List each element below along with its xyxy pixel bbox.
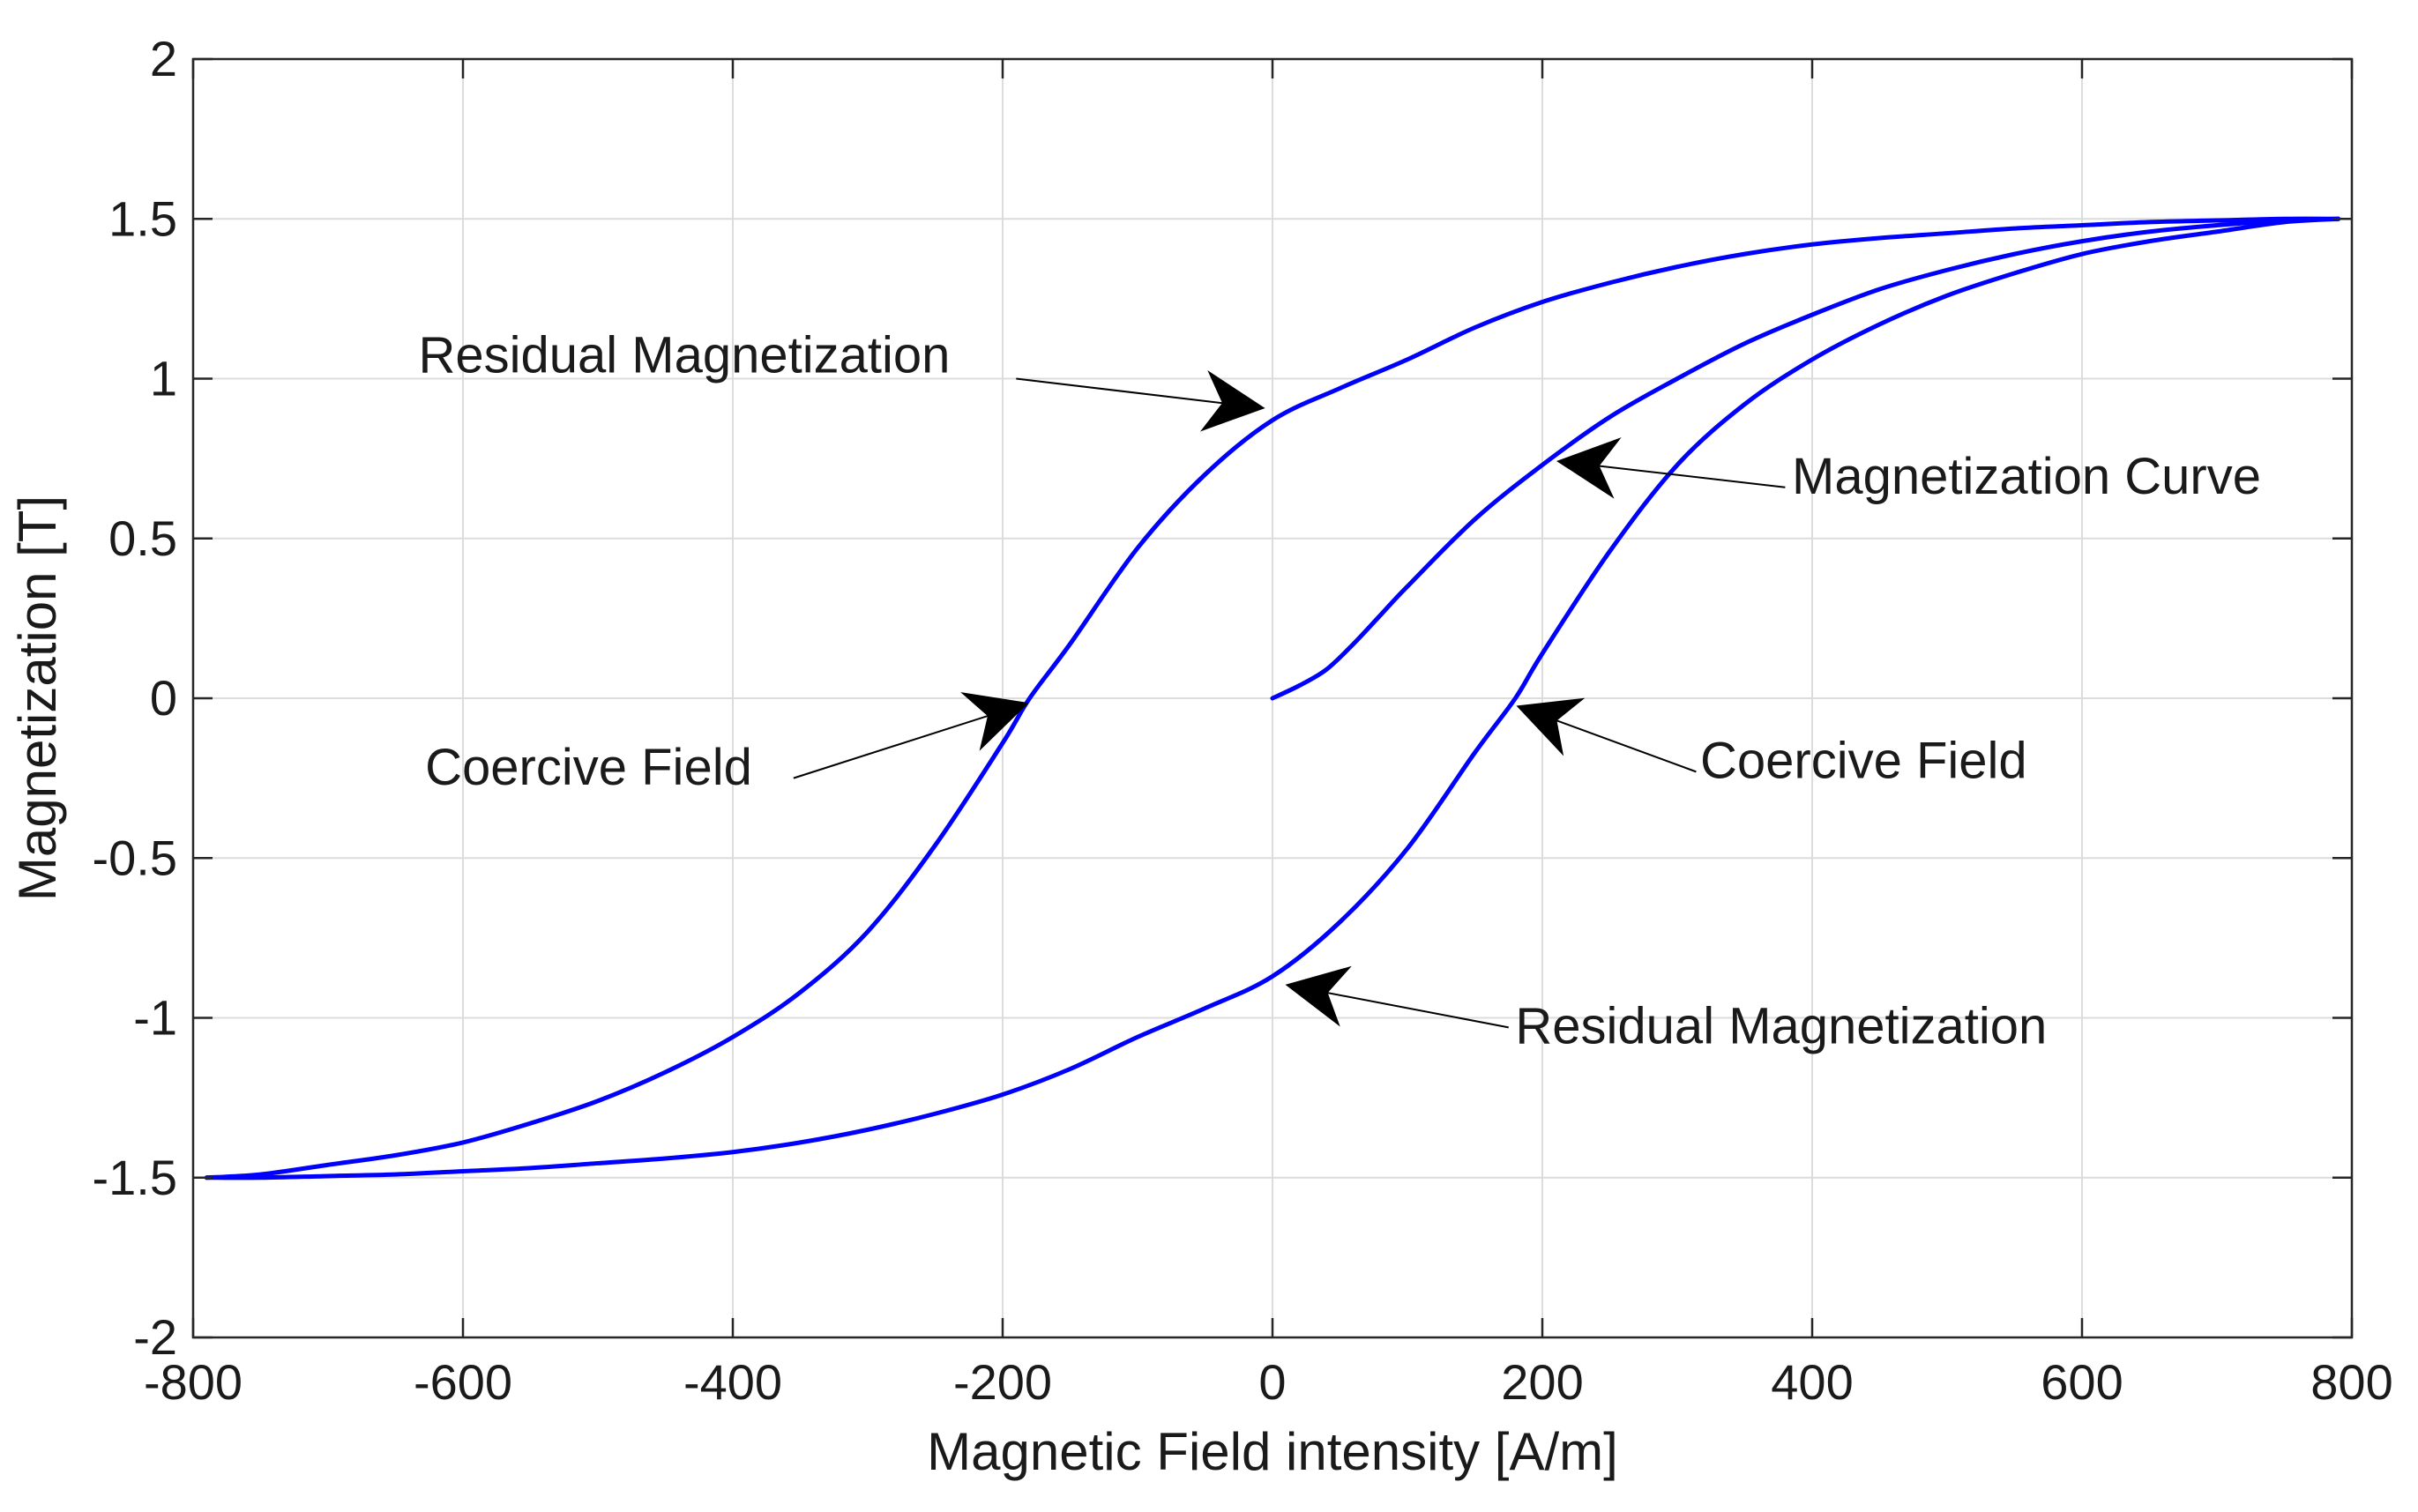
ticks: -800 -600 -400 -200 0 200 400 600 800 -2 -1.5 -1 -0.… [93, 31, 2393, 1410]
x-tick-label: 200 [1501, 1354, 1583, 1410]
series-ascending-branch [204, 216, 2341, 1181]
x-tick-label: 0 [1258, 1354, 1286, 1410]
x-tick-label: 600 [2041, 1354, 2123, 1410]
annotation-arrow [1016, 369, 1265, 432]
y-tick-label: 2 [150, 31, 177, 86]
x-tick-label: -400 [683, 1354, 782, 1410]
x-tick-label: 400 [1771, 1354, 1853, 1410]
y-tick-label: 0 [150, 670, 177, 726]
annotation-arrow [1516, 697, 1697, 773]
x-tick-label: -800 [144, 1354, 243, 1410]
annotation-label: Coercive Field [1700, 733, 2027, 790]
annotation-label: Magnetization Curve [1792, 448, 2261, 505]
y-axis-title: Magnetization [T] [8, 495, 67, 901]
annotation-label: Residual Magnetization [1515, 998, 2047, 1055]
annotation-arrow [1285, 965, 1509, 1029]
y-tick-label: -0.5 [93, 830, 178, 885]
annotation-arrow [793, 692, 1029, 779]
x-tick-label: 800 [2310, 1354, 2392, 1410]
y-tick-label: -2 [133, 1309, 177, 1365]
y-tick-label: 1.5 [108, 190, 177, 246]
annotation-arrow [1556, 437, 1786, 499]
series-descending-branch [204, 216, 2341, 1181]
x-tick-label: -600 [414, 1354, 512, 1410]
y-tick-label: -1.5 [93, 1150, 178, 1205]
series-group [204, 216, 2341, 1181]
y-tick-label: -1 [133, 990, 177, 1046]
series-magnetization-curve [1270, 216, 2341, 701]
annotation-label: Residual Magnetization [419, 326, 951, 384]
annotations: Residual Magnetization Magnetization Curv… [419, 326, 2261, 1054]
annotation-label: Coercive Field [425, 739, 752, 796]
y-tick-label: 1 [150, 351, 177, 406]
y-tick-label: 0.5 [108, 510, 177, 566]
x-tick-label: -200 [953, 1354, 1052, 1410]
x-axis-title: Magnetic Field intensity [A/m] [927, 1422, 1618, 1481]
